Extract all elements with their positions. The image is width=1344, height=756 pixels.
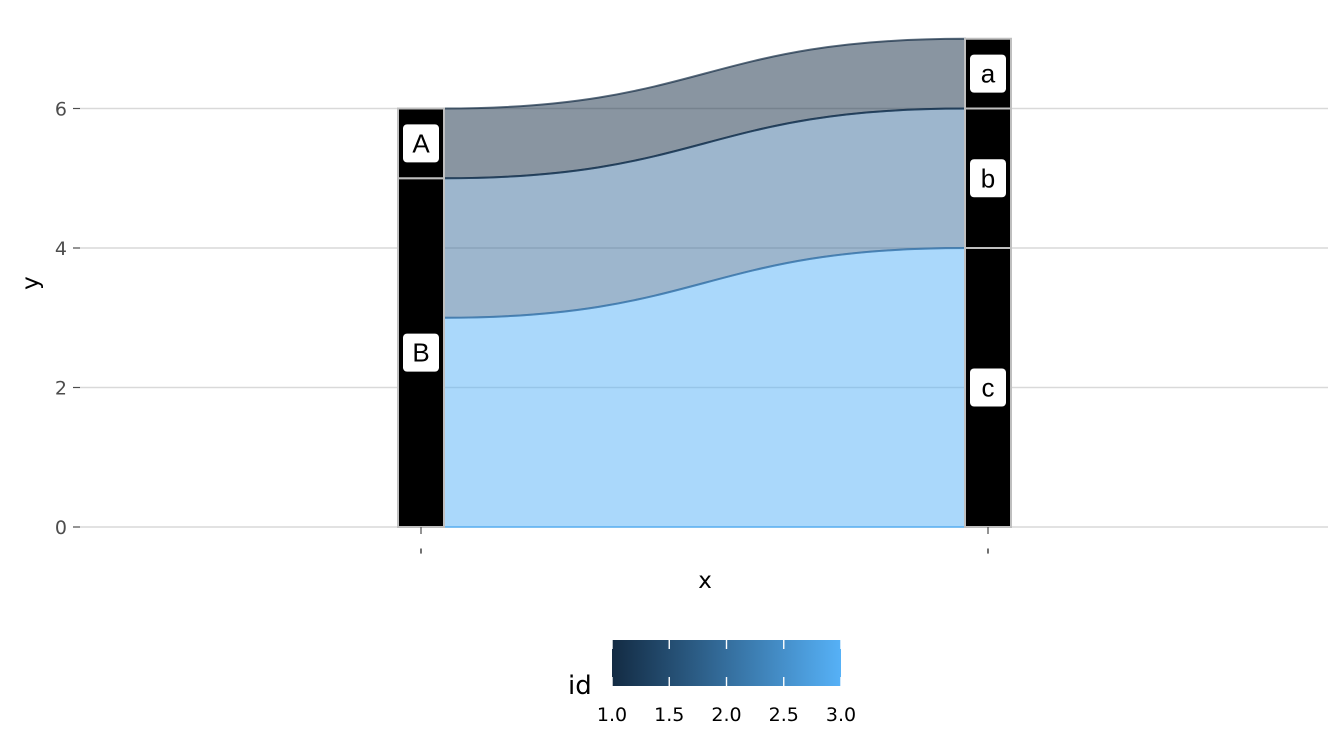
stratum-label-box bbox=[970, 368, 1006, 407]
x-tick-label: ' bbox=[418, 545, 423, 567]
y-tick-label: 2 bbox=[55, 378, 67, 400]
y-tick-label: 0 bbox=[55, 517, 67, 539]
stratum-label-box bbox=[970, 54, 1006, 93]
stratum-label-box bbox=[970, 159, 1006, 198]
stratum-label: a bbox=[981, 59, 996, 89]
stratum-label-box bbox=[403, 124, 439, 163]
stratum-label: B bbox=[412, 338, 429, 368]
y-tick-label: 6 bbox=[55, 99, 67, 121]
legend-title: id bbox=[568, 671, 592, 701]
stratum-label: c bbox=[982, 373, 995, 403]
strata: B Ac b a bbox=[397, 37, 1012, 528]
x-tick-label: ' bbox=[985, 545, 990, 567]
legend: id 1.0 1.5 2.0 2.5 3.0 bbox=[568, 640, 856, 726]
y-axis-title: y bbox=[18, 276, 44, 290]
legend-tick-label: 1.0 bbox=[597, 704, 627, 726]
legend-tick-label: 2.0 bbox=[711, 704, 741, 726]
legend-tick-label: 2.5 bbox=[769, 704, 799, 726]
y-tick-label: 4 bbox=[55, 238, 67, 260]
x-axis-title: x bbox=[698, 568, 712, 594]
axes: 0 2 4 6 ' ' bbox=[55, 99, 991, 568]
stratum-label: A bbox=[412, 128, 430, 158]
stratum-label-box bbox=[403, 333, 439, 372]
legend-tick-label: 1.5 bbox=[654, 704, 684, 726]
flows bbox=[443, 37, 966, 529]
stratum-label: b bbox=[981, 163, 995, 193]
legend-tick-label: 3.0 bbox=[826, 704, 856, 726]
